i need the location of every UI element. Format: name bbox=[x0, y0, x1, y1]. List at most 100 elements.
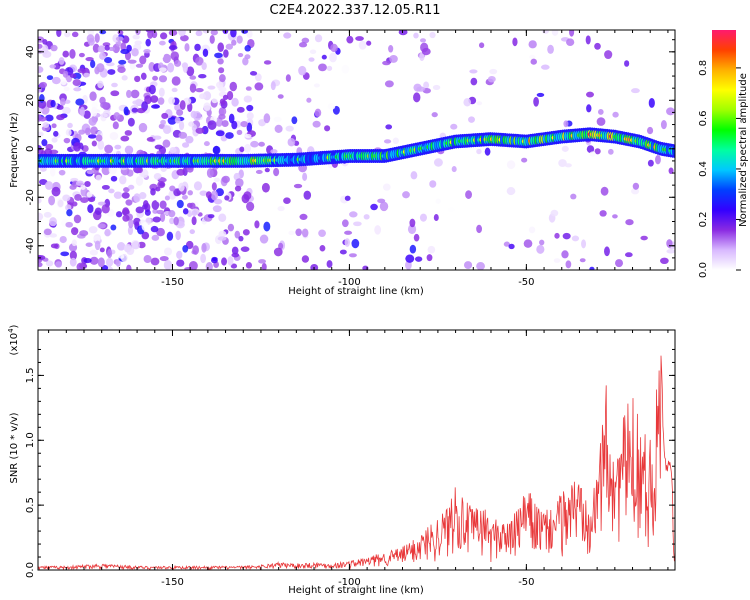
spectrogram-cell bbox=[160, 212, 166, 223]
spectrogram-cell bbox=[254, 82, 264, 91]
spectrogram-cell bbox=[237, 52, 244, 58]
snr-x-ticks: -150 -100 -50 bbox=[48, 330, 669, 588]
spectrogram-cell bbox=[153, 173, 162, 180]
spectrogram-cell bbox=[647, 159, 654, 167]
spectrogram-cell bbox=[112, 121, 119, 130]
spectrogram-cell bbox=[319, 245, 326, 252]
spectrogram-cell bbox=[143, 49, 151, 54]
y-tick-label: 0.5 bbox=[25, 497, 36, 513]
y-tick-label: 0 bbox=[25, 146, 36, 152]
spectrogram-cell bbox=[118, 59, 127, 65]
spectrogram-cell bbox=[174, 103, 182, 112]
spectrogram-cell bbox=[74, 194, 82, 201]
spectrogram-cell bbox=[88, 226, 98, 234]
spectrogram-cell bbox=[78, 52, 85, 58]
spectrogram-cell bbox=[231, 246, 239, 255]
spectrogram-cell bbox=[245, 262, 253, 269]
spectrogram-cell bbox=[225, 132, 234, 139]
spectrogram-cell bbox=[141, 231, 150, 240]
spectrogram-cell bbox=[128, 218, 134, 229]
spectrogram-cell bbox=[167, 62, 175, 73]
spectrogram-cell bbox=[314, 34, 323, 43]
spectrogram-cell bbox=[180, 34, 189, 42]
spectrogram-cell bbox=[42, 122, 50, 128]
spectrogram-cell bbox=[231, 97, 239, 107]
spectrogram-cell bbox=[97, 223, 106, 229]
spectrogram-cell bbox=[353, 221, 362, 227]
spectrogram-cell bbox=[508, 243, 515, 250]
spectrogram-cell bbox=[435, 198, 441, 204]
spectrogram-cell bbox=[97, 201, 106, 206]
spectrogram-cell bbox=[218, 86, 227, 93]
spectrogram-cell bbox=[109, 132, 119, 141]
spectrogram-cell bbox=[503, 241, 510, 247]
spectrogram-cell bbox=[191, 210, 198, 216]
spectrogram-cell bbox=[166, 231, 174, 241]
spectrogram-cell bbox=[263, 221, 271, 232]
spectrogram-cell bbox=[56, 30, 62, 38]
spectrogram-cell bbox=[589, 266, 595, 270]
spectrogram-cell bbox=[90, 59, 96, 69]
spectrogram-cell bbox=[99, 247, 105, 253]
spectrogram-cell bbox=[181, 194, 188, 200]
spectrogram-cell bbox=[426, 254, 433, 262]
spectrogram-cell bbox=[246, 30, 253, 39]
spectrogram-cell bbox=[69, 250, 77, 261]
spectrogram-cell bbox=[563, 120, 569, 128]
spectrogram-cell bbox=[65, 221, 73, 228]
spectrogram-cell bbox=[407, 224, 417, 235]
spectrogram-cell bbox=[45, 260, 54, 267]
spectrogram-cell bbox=[173, 216, 179, 226]
spectrogram-cell bbox=[229, 81, 238, 92]
spectrogram-cell bbox=[487, 75, 496, 83]
spectrogram-cell bbox=[46, 75, 54, 81]
spectrogram-cell bbox=[231, 252, 240, 258]
spectrogram-cell bbox=[566, 38, 575, 46]
spectrogram-cell bbox=[239, 146, 245, 153]
y-tick-label: 20 bbox=[25, 94, 36, 107]
spectrogram-cell bbox=[94, 240, 101, 251]
spectrogram-cell bbox=[385, 124, 393, 130]
spectrogram-cell bbox=[87, 204, 94, 214]
spectrogram-cell bbox=[115, 211, 123, 218]
spectrogram-cell bbox=[51, 137, 58, 143]
spectrogram-cell bbox=[416, 86, 426, 92]
spectrogram-cell bbox=[530, 58, 537, 65]
spectrogram-cell bbox=[84, 180, 91, 188]
spectrogram-cell bbox=[585, 35, 591, 45]
spectrogram-cell bbox=[75, 180, 84, 186]
spectrogram-cell bbox=[231, 120, 238, 130]
spectrogram-cell bbox=[87, 134, 97, 139]
spectrogram-cell bbox=[210, 30, 218, 36]
spectrogram-cell bbox=[182, 208, 189, 215]
spectrogram-cell bbox=[51, 76, 61, 85]
spectrogram-cell bbox=[236, 35, 243, 44]
spectrogram-cell bbox=[341, 219, 349, 228]
spectrogram-cell bbox=[211, 98, 218, 104]
spectrogram-cell bbox=[419, 52, 425, 62]
spectrogram-cell bbox=[600, 186, 609, 196]
x-tick-label: -100 bbox=[338, 577, 361, 588]
snr-frame bbox=[37, 329, 676, 571]
spectrogram-cell bbox=[419, 213, 427, 222]
spectrogram-cell bbox=[48, 195, 56, 206]
spectrogram-cell bbox=[123, 243, 132, 253]
spectrogram-cell bbox=[122, 207, 130, 216]
spectrogram-cell bbox=[171, 76, 181, 86]
snr-x-label: Height of straight line (km) bbox=[288, 585, 424, 596]
spectrogram-cell bbox=[207, 85, 216, 90]
spectrogram-cell bbox=[83, 257, 92, 264]
spectrogram-cell bbox=[216, 81, 224, 89]
spectrogram-cell bbox=[200, 253, 207, 264]
spectrogram-cell bbox=[277, 94, 284, 99]
spectrogram-cell bbox=[370, 203, 378, 211]
spectrogram-cell bbox=[49, 217, 57, 227]
spectrogram-cell bbox=[218, 230, 227, 238]
spectrogram-cell bbox=[231, 39, 237, 46]
spectrogram-cell bbox=[115, 259, 121, 267]
spectrogram-cell bbox=[186, 66, 195, 77]
spectrogram-cell bbox=[141, 222, 149, 231]
spectrogram-cell bbox=[148, 61, 156, 72]
spectrogram-cell bbox=[413, 233, 420, 242]
y-tick-label: -40 bbox=[25, 238, 36, 254]
